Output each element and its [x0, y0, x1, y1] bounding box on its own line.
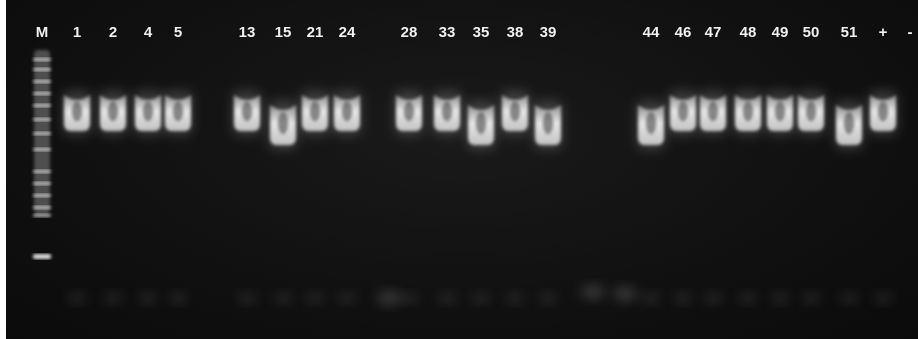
lane-label: 39: [540, 24, 557, 41]
marker-band: [33, 118, 51, 121]
lane-label: -: [908, 24, 913, 41]
primer-dimer-glow: [874, 293, 892, 303]
lane-label: 21: [307, 24, 324, 41]
sample-band: [734, 91, 762, 135]
lane-label: 38: [507, 24, 524, 41]
marker-band: [33, 214, 51, 217]
primer-dimer-glow: [581, 285, 605, 299]
marker-band: [33, 132, 51, 135]
sample-band: [869, 91, 897, 135]
lane-label: 46: [675, 24, 692, 41]
primer-dimer-glow: [472, 293, 490, 303]
lane-label: 2: [109, 24, 117, 41]
primer-dimer-glow: [704, 293, 722, 303]
primer-dimer-glow: [338, 293, 356, 303]
lane-label: 13: [239, 24, 256, 41]
primer-dimer-glow: [400, 293, 418, 303]
lane-label: 35: [473, 24, 490, 41]
marker-band: [33, 254, 51, 259]
primer-dimer-glow: [840, 293, 858, 303]
sample-band: [534, 101, 562, 149]
primer-dimer-glow: [306, 293, 324, 303]
marker-band: [33, 206, 51, 209]
primer-dimer-glow: [674, 293, 692, 303]
sample-band: [233, 91, 261, 135]
marker-band: [33, 104, 51, 107]
sample-band: [835, 101, 863, 149]
sample-band: [99, 91, 127, 135]
primer-dimer-glow: [68, 293, 86, 303]
primer-dimer-glow: [377, 291, 401, 305]
primer-dimer-glow: [613, 287, 637, 301]
primer-dimer-glow: [274, 293, 292, 303]
sample-band: [766, 91, 794, 135]
lane-label: 51: [841, 24, 858, 41]
lane-label: 44: [643, 24, 660, 41]
marker-band: [33, 68, 51, 71]
lane-label: 33: [439, 24, 456, 41]
lane-label: 24: [339, 24, 356, 41]
lane-label: M: [36, 24, 49, 41]
primer-dimer-glow: [539, 293, 557, 303]
sample-band: [501, 91, 529, 135]
marker-band: [33, 182, 51, 185]
sample-band: [637, 101, 665, 149]
lane-label: 5: [174, 24, 182, 41]
primer-dimer-glow: [771, 293, 789, 303]
primer-dimer-glow: [238, 293, 256, 303]
lane-label: 48: [740, 24, 757, 41]
marker-band: [33, 80, 51, 83]
sample-band: [63, 91, 91, 135]
primer-dimer-glow: [438, 293, 456, 303]
lane-label: 28: [401, 24, 418, 41]
lane-label: +: [879, 24, 888, 41]
sample-band: [164, 91, 192, 135]
gel-electrophoresis-svg: M 1 2 4 5 13 15 21 24 28 33 35 38 39 44 46 47 48 49 50 51 + -: [33, 24, 913, 305]
marker-band: [33, 58, 51, 61]
marker-band: [33, 92, 51, 95]
primer-dimer-glow: [139, 293, 157, 303]
sample-band: [395, 91, 423, 135]
primer-dimer-glow: [506, 293, 524, 303]
lane-label: 49: [772, 24, 789, 41]
sample-band: [797, 91, 825, 135]
sample-band: [333, 91, 361, 135]
primer-dimer-glow: [642, 293, 660, 303]
lane-label: 47: [705, 24, 722, 41]
sample-band: [134, 91, 162, 135]
lane-label: 15: [275, 24, 292, 41]
marker-band: [33, 148, 51, 151]
marker-band: [33, 170, 51, 173]
primer-dimer-glow: [802, 293, 820, 303]
sample-band: [669, 91, 697, 135]
primer-dimer-glow: [104, 293, 122, 303]
lane-label: 1: [73, 24, 81, 41]
sample-band: [433, 91, 461, 135]
sample-band: [467, 101, 495, 149]
marker-band: [33, 194, 51, 197]
primer-dimer-glow: [739, 293, 757, 303]
primer-dimer-glow: [169, 293, 187, 303]
lane-label: 4: [144, 24, 153, 41]
sample-band: [301, 91, 329, 135]
sample-band: [269, 101, 297, 149]
sample-band: [699, 91, 727, 135]
gel-image: M 1 2 4 5 13 15 21 24 28 33 35 38 39 44 46 47 48 49 50 51 + -: [6, 0, 918, 339]
lane-label: 50: [803, 24, 820, 41]
